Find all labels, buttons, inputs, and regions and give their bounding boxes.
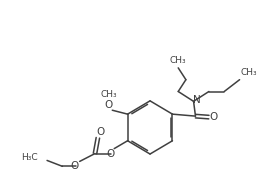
Text: O: O — [106, 149, 114, 158]
Text: H₃C: H₃C — [21, 153, 38, 162]
Text: N: N — [192, 95, 200, 105]
Text: CH₃: CH₃ — [241, 68, 257, 77]
Text: O: O — [71, 161, 79, 171]
Text: CH₃: CH₃ — [170, 57, 186, 66]
Text: O: O — [210, 112, 218, 122]
Text: O: O — [104, 100, 113, 110]
Text: CH₃: CH₃ — [100, 90, 117, 99]
Text: O: O — [97, 127, 105, 137]
